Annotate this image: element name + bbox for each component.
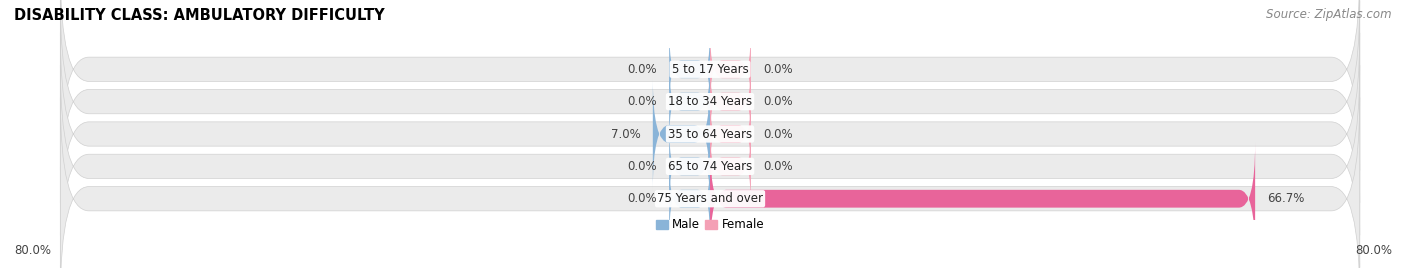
Text: 75 Years and over: 75 Years and over [657,192,763,205]
Text: 35 to 64 Years: 35 to 64 Years [668,128,752,140]
Text: 0.0%: 0.0% [627,95,657,108]
Text: 0.0%: 0.0% [627,160,657,173]
Text: 0.0%: 0.0% [763,128,793,140]
FancyBboxPatch shape [669,159,710,238]
Text: DISABILITY CLASS: AMBULATORY DIFFICULTY: DISABILITY CLASS: AMBULATORY DIFFICULTY [14,8,385,23]
FancyBboxPatch shape [710,127,751,206]
Text: 80.0%: 80.0% [14,244,51,257]
FancyBboxPatch shape [60,65,1360,267]
Text: 0.0%: 0.0% [627,192,657,205]
FancyBboxPatch shape [710,94,751,174]
Text: 7.0%: 7.0% [610,128,641,140]
Text: 0.0%: 0.0% [763,95,793,108]
Text: 0.0%: 0.0% [763,63,793,76]
FancyBboxPatch shape [60,1,1360,203]
FancyBboxPatch shape [60,0,1360,170]
Legend: Male, Female: Male, Female [651,214,769,236]
FancyBboxPatch shape [669,62,710,141]
Text: 65 to 74 Years: 65 to 74 Years [668,160,752,173]
FancyBboxPatch shape [710,62,751,141]
Text: 18 to 34 Years: 18 to 34 Years [668,95,752,108]
Text: Source: ZipAtlas.com: Source: ZipAtlas.com [1267,8,1392,21]
FancyBboxPatch shape [669,127,710,206]
FancyBboxPatch shape [652,78,710,190]
FancyBboxPatch shape [710,143,1256,255]
Text: 80.0%: 80.0% [1355,244,1392,257]
FancyBboxPatch shape [60,98,1360,268]
Text: 0.0%: 0.0% [763,160,793,173]
Text: 66.7%: 66.7% [1267,192,1305,205]
FancyBboxPatch shape [60,33,1360,235]
Text: 0.0%: 0.0% [627,63,657,76]
FancyBboxPatch shape [710,30,751,109]
FancyBboxPatch shape [669,30,710,109]
Text: 5 to 17 Years: 5 to 17 Years [672,63,748,76]
